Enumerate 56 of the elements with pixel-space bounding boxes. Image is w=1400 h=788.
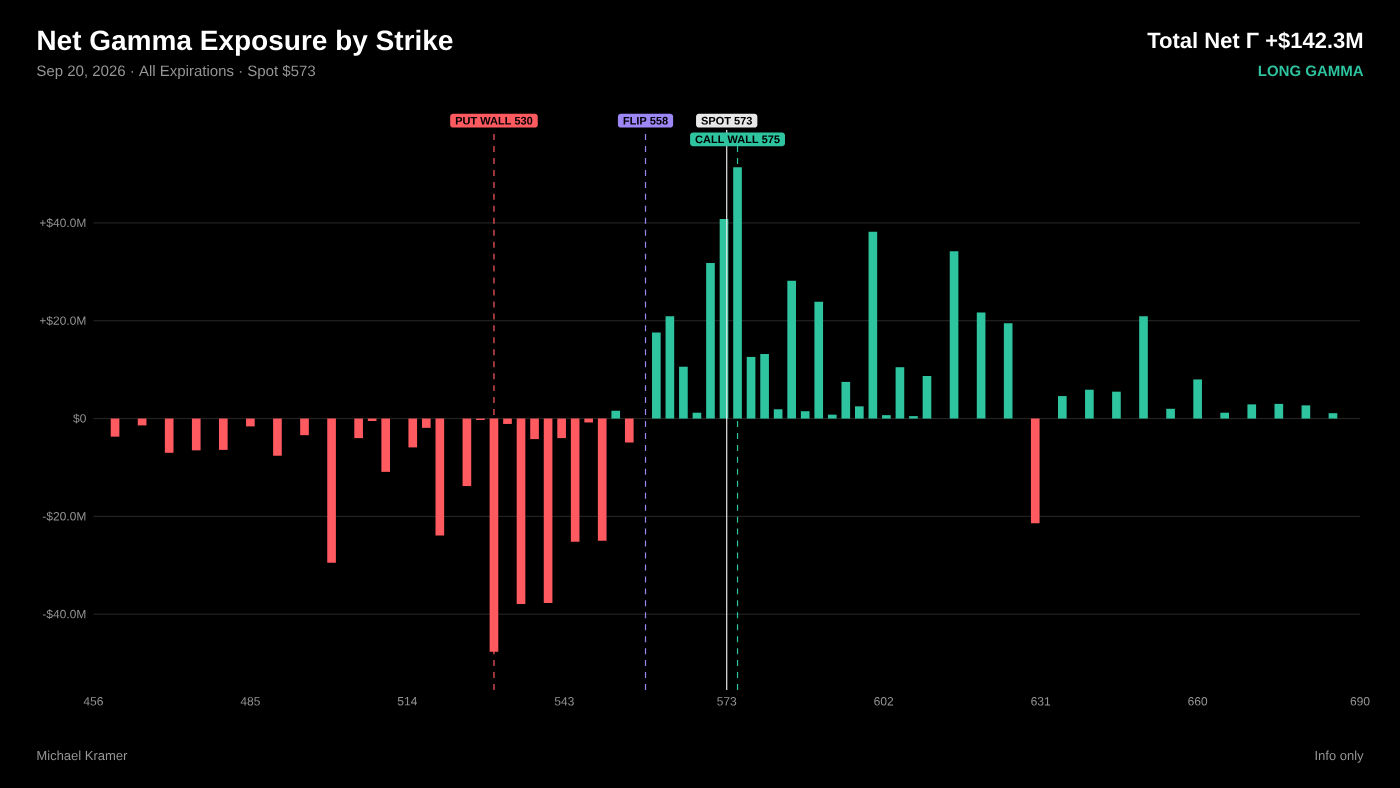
bar [1139, 316, 1148, 419]
bar [773, 409, 783, 419]
bar [1112, 391, 1121, 419]
bar [597, 418, 607, 541]
bar [692, 412, 702, 419]
bar [164, 418, 174, 453]
bar [611, 410, 621, 419]
bar [800, 411, 810, 419]
chart-title: Net Gamma Exposure by Strike [38, 29, 453, 56]
bar [191, 418, 201, 451]
bar [381, 418, 391, 472]
bar [624, 418, 634, 443]
bar [746, 356, 756, 419]
bar [543, 418, 553, 603]
bar [787, 280, 796, 419]
bar [110, 418, 120, 437]
bar [814, 301, 824, 419]
bar [1193, 379, 1202, 419]
bar [408, 418, 418, 448]
bar [706, 263, 715, 419]
bar [1247, 404, 1257, 419]
bar [503, 418, 512, 424]
bar [1057, 396, 1067, 419]
bar [895, 367, 905, 419]
bar [665, 316, 675, 419]
bar [679, 366, 688, 419]
bar [530, 418, 539, 440]
bar [760, 354, 769, 419]
bar [516, 418, 526, 604]
bar [855, 406, 864, 419]
bar [354, 418, 363, 439]
bar [1274, 403, 1284, 419]
bar [868, 231, 878, 419]
bar [273, 418, 282, 456]
bar [300, 418, 309, 436]
bar [652, 332, 661, 419]
bar [1166, 408, 1175, 419]
bar [922, 376, 932, 419]
bar [570, 418, 580, 542]
bar [557, 418, 566, 439]
bar [1220, 412, 1230, 419]
bar [435, 418, 445, 536]
bar [976, 312, 986, 419]
bar [421, 418, 431, 428]
bar [218, 418, 228, 450]
bar [1030, 418, 1040, 524]
bar [841, 381, 851, 419]
bar [1328, 413, 1338, 419]
bar [327, 418, 336, 563]
text: Total Net Γ +$142.3M [1147, 31, 1363, 50]
bar [246, 418, 255, 427]
bar [1301, 405, 1311, 419]
bar [1085, 389, 1094, 419]
bar [462, 418, 472, 487]
bar [1003, 323, 1013, 419]
bar [949, 251, 959, 419]
